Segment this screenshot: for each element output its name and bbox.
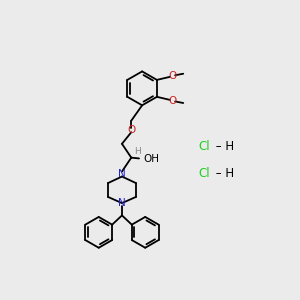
Text: – H: – H bbox=[212, 140, 234, 153]
Text: N: N bbox=[118, 169, 126, 179]
Text: – H: – H bbox=[212, 167, 234, 180]
Text: N: N bbox=[118, 198, 126, 208]
Text: Cl: Cl bbox=[198, 167, 210, 180]
Text: H: H bbox=[134, 147, 141, 156]
Text: O: O bbox=[168, 71, 176, 81]
Text: O: O bbox=[127, 125, 135, 135]
Text: OH: OH bbox=[144, 154, 160, 164]
Text: O: O bbox=[168, 96, 176, 106]
Text: Cl: Cl bbox=[198, 140, 210, 153]
